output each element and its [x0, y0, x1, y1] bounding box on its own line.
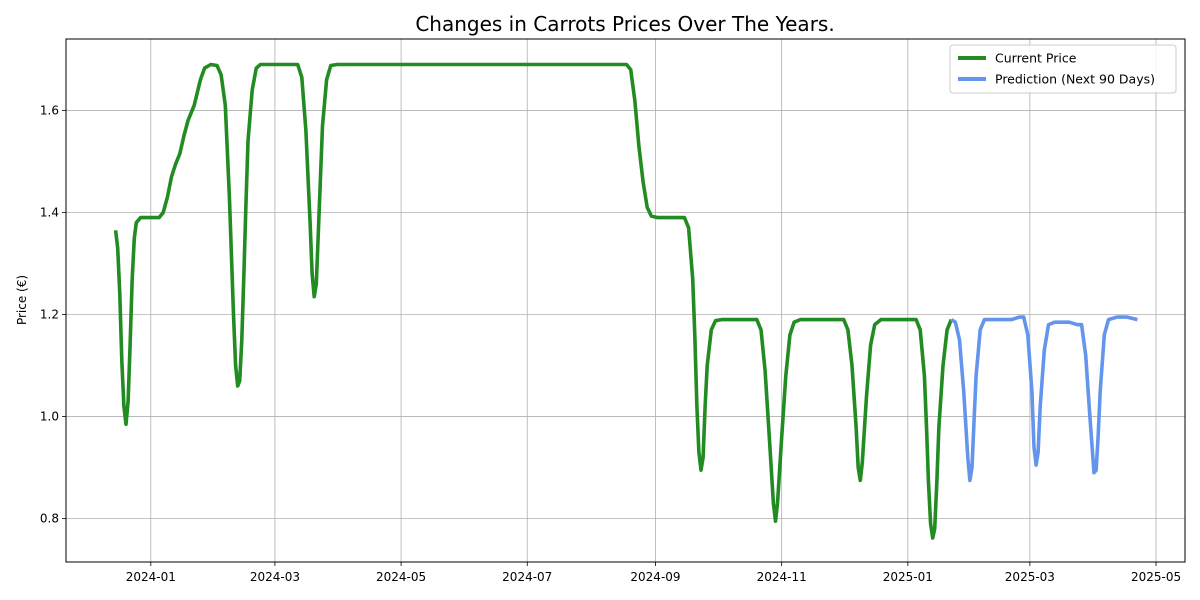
x-tick-label: 2024-09 — [630, 570, 680, 584]
x-tick-label: 2024-11 — [757, 570, 807, 584]
chart-title: Changes in Carrots Prices Over The Years… — [415, 12, 834, 36]
series-line-current-price — [116, 65, 952, 539]
legend-label-prediction: Prediction (Next 90 Days) — [995, 72, 1155, 87]
legend-label-current: Current Price — [995, 51, 1077, 66]
y-axis-label: Price (€) — [15, 275, 29, 325]
y-tick-label: 1.6 — [40, 103, 59, 117]
y-tick-label: 1.4 — [40, 205, 59, 219]
x-tick-label: 2025-05 — [1131, 570, 1181, 584]
axis-ticks: 2024-01 2024-03 2024-05 2024-07 2024-09 2024-… — [40, 103, 1181, 584]
x-tick-label: 2024-03 — [250, 570, 300, 584]
x-tick-label: 2025-01 — [883, 570, 933, 584]
series-lines — [116, 65, 1138, 539]
x-tick-label: 2024-07 — [502, 570, 552, 584]
x-tick-label: 2025-03 — [1005, 570, 1055, 584]
x-tick-label: 2024-05 — [376, 570, 426, 584]
x-tick-label: 2024-01 — [126, 570, 176, 584]
y-tick-label: 1.2 — [40, 308, 59, 322]
series-line-prediction — [951, 317, 1137, 480]
y-tick-label: 0.8 — [40, 512, 59, 526]
legend: Current Price Prediction (Next 90 Days) — [950, 45, 1176, 93]
y-tick-label: 1.0 — [40, 410, 59, 424]
